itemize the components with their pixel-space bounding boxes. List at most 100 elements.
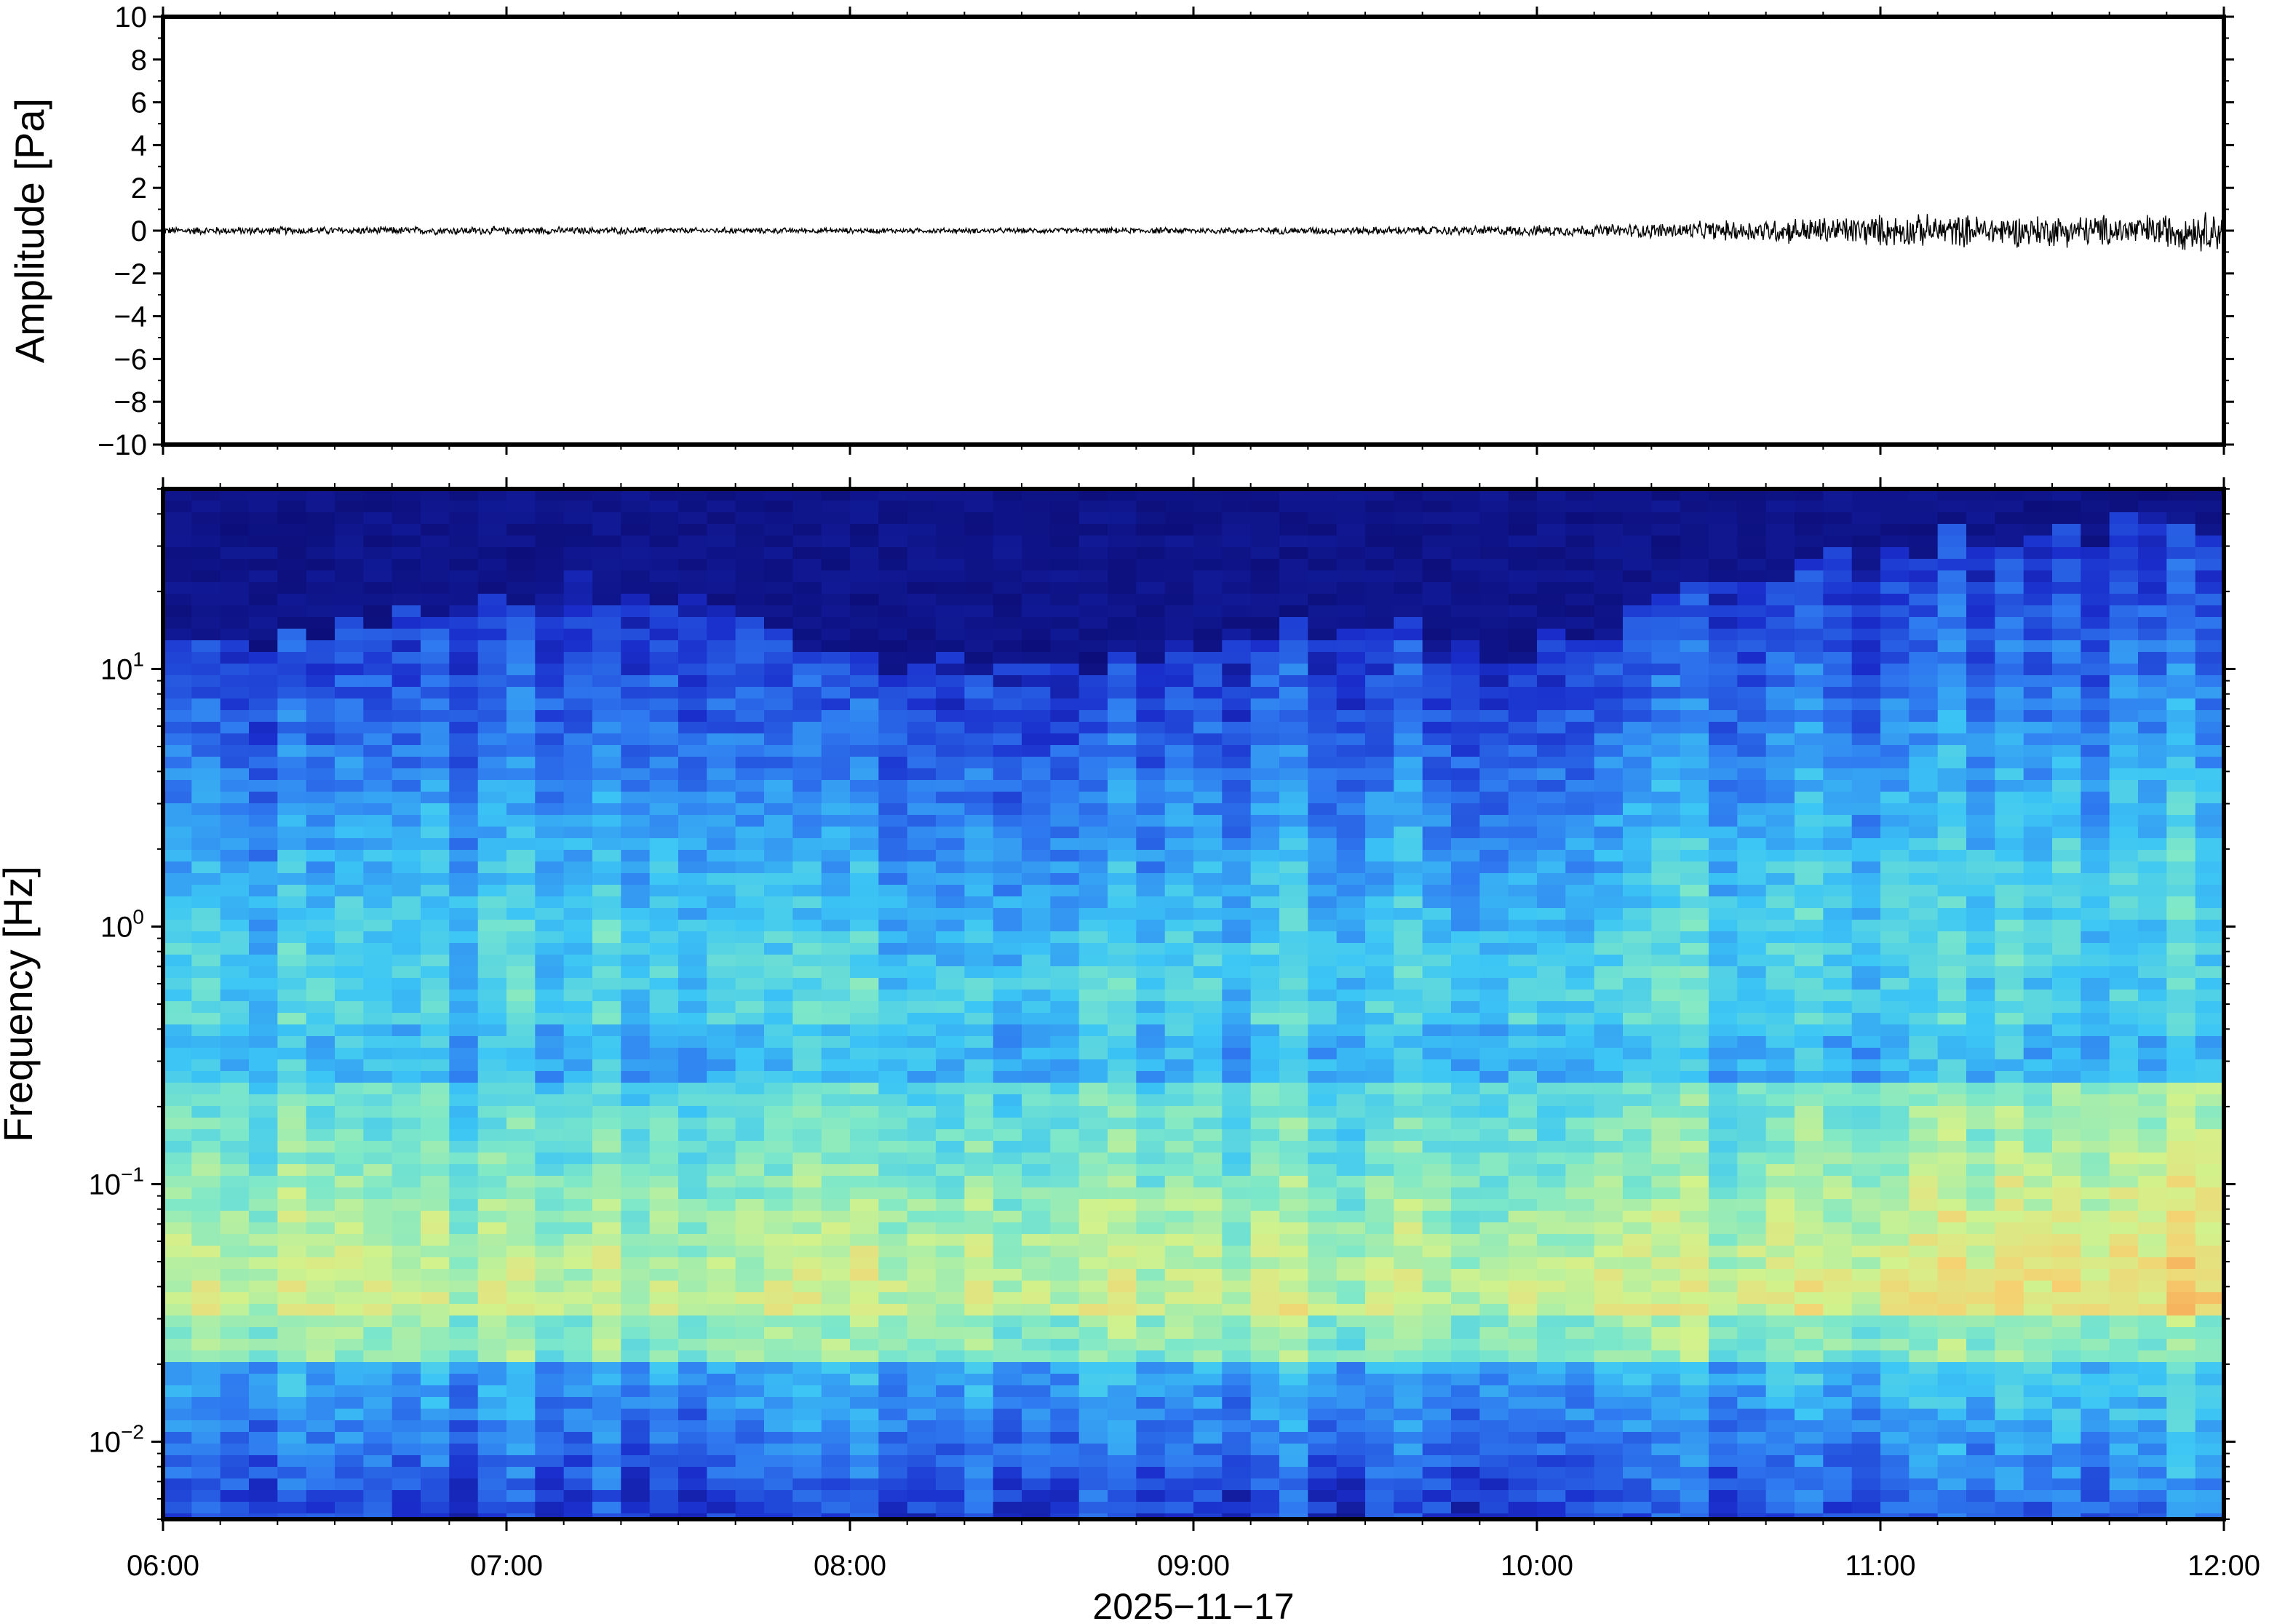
spectrogram-cell <box>1394 710 1423 723</box>
spectrogram-cell <box>1623 629 1653 641</box>
spectrogram-cell <box>163 722 193 734</box>
spectrogram-cell <box>936 1129 966 1142</box>
spectrogram-cell <box>1164 943 1194 955</box>
spectrogram-cell <box>735 861 765 874</box>
spectrogram-cell <box>1709 908 1738 920</box>
spectrogram-cell <box>563 536 593 548</box>
spectrogram-cell <box>1164 1176 1194 1188</box>
spectrogram-cell <box>1222 838 1252 851</box>
spectrogram-cell <box>878 1083 908 1095</box>
spectrogram-cell <box>1108 1257 1137 1270</box>
spectrogram-cell <box>1336 966 1366 979</box>
spectrogram-cell <box>1594 1094 1624 1107</box>
spectrogram-cell <box>1108 861 1137 874</box>
spectrogram-cell <box>1623 1490 1653 1502</box>
spectrogram-cell <box>792 896 822 909</box>
spectrogram-cell <box>764 1304 794 1316</box>
spectrogram-cell <box>335 1315 365 1328</box>
spectrogram-cell <box>792 652 822 664</box>
spectrogram-cell <box>649 1246 679 1258</box>
spectrogram-cell <box>1336 640 1366 653</box>
spectrogram-cell <box>1451 780 1481 792</box>
spectrogram-cell <box>878 1094 908 1107</box>
spectrogram-cell <box>1623 1164 1653 1177</box>
spectrogram-cell <box>792 1339 822 1351</box>
spectrogram-cell <box>735 582 765 594</box>
spectrogram-cell <box>649 1211 679 1223</box>
spectrogram-cell <box>363 1339 393 1351</box>
spectrogram-cell <box>1479 920 1509 932</box>
spectrogram-cell <box>191 885 221 897</box>
spectrogram-cell <box>1308 1222 1338 1235</box>
spectrogram-cell <box>1136 896 1166 909</box>
spectrogram-cell <box>1164 698 1194 711</box>
spectrogram-cell <box>707 1490 736 1502</box>
spectrogram-cell <box>1108 768 1137 781</box>
spectrogram-cell <box>1537 1083 1567 1095</box>
spectrogram-cell <box>1222 1444 1252 1456</box>
spectrogram-cell <box>191 640 221 653</box>
spectrogram-cell <box>792 850 822 862</box>
spectrogram-cell <box>621 827 651 839</box>
spectrogram-cell <box>878 1292 908 1305</box>
spectrogram-cell <box>792 885 822 897</box>
spectrogram-cell <box>707 1315 736 1328</box>
spectrogram-cell <box>477 570 507 583</box>
spectrogram-cell <box>735 1444 765 1456</box>
spectrogram-cell <box>1022 943 1052 955</box>
spectrogram-cell <box>1365 1385 1395 1398</box>
spectrogram-cell <box>277 501 307 513</box>
spectrogram-cell <box>993 687 1022 699</box>
spectrogram-cell <box>1565 1467 1595 1479</box>
spectrogram-cell <box>335 1176 365 1188</box>
spectrogram-cell <box>1022 594 1052 606</box>
spectrogram-cell <box>191 1397 221 1409</box>
spectrogram-cell <box>907 1153 937 1165</box>
spectrogram-cell <box>821 1374 851 1386</box>
spectrogram-cell <box>1365 1350 1395 1363</box>
spectrogram-cell <box>621 850 651 862</box>
spectrogram-cell <box>1022 1478 1052 1491</box>
spectrogram-cell <box>163 1385 193 1398</box>
spectrogram-cell <box>1594 1455 1624 1468</box>
spectrogram-cell <box>477 1257 507 1270</box>
spectrogram-cell <box>421 955 450 967</box>
spectrogram-cell <box>363 815 393 827</box>
spectrogram-cell <box>363 512 393 525</box>
spectrogram-cell <box>1651 1199 1681 1211</box>
spectrogram-cell <box>993 664 1022 676</box>
spectrogram-cell <box>506 931 536 944</box>
spectrogram-cell <box>1050 1094 1080 1107</box>
spectrogram-cell <box>1365 664 1395 676</box>
spectrogram-cell <box>1193 1362 1223 1374</box>
spectrogram-cell <box>163 1350 193 1363</box>
spectrogram-cell <box>1651 1141 1681 1153</box>
spectrogram-cell <box>907 1502 937 1514</box>
spectrogram-cell <box>621 1292 651 1305</box>
spectrogram-cell <box>735 1397 765 1409</box>
spectrogram-cell <box>821 629 851 641</box>
spectrogram-cell <box>363 710 393 723</box>
spectrogram-cell <box>1394 675 1423 688</box>
spectrogram-cell <box>1250 1420 1280 1433</box>
spectrogram-cell <box>649 675 679 688</box>
spectrogram-cell <box>1136 1024 1166 1037</box>
spectrogram-cell <box>1164 990 1194 1002</box>
spectrogram-cell <box>850 1362 880 1374</box>
spectrogram-cell <box>191 1187 221 1200</box>
spectrogram-cell <box>1308 1304 1338 1316</box>
spectrogram-cell <box>1508 501 1538 513</box>
spectrogram-cell <box>1451 1513 1481 1519</box>
spectrogram-cell <box>1222 850 1252 862</box>
spectrogram-cell <box>392 1385 421 1398</box>
spectrogram-cell <box>563 1059 593 1072</box>
spectrogram-cell <box>1050 524 1080 536</box>
spectrogram-cell <box>821 512 851 525</box>
spectrogram-cell <box>821 582 851 594</box>
spectrogram-cell <box>1651 1083 1681 1095</box>
spectrogram-cell <box>707 1513 736 1519</box>
spectrogram-cell <box>1537 1164 1567 1177</box>
spectrogram-cell <box>220 1153 250 1165</box>
spectrogram-cell <box>220 1455 250 1468</box>
spectrogram-cell <box>993 594 1022 606</box>
